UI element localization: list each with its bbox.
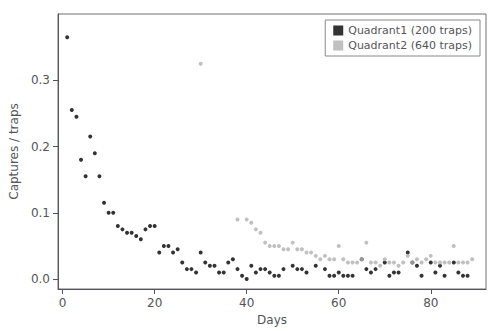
svg-text:Days: Days: [257, 313, 287, 327]
svg-text:0.0: 0.0: [31, 272, 50, 286]
svg-text:80: 80: [423, 296, 438, 310]
svg-text:Quadrant2 (640 traps): Quadrant2 (640 traps): [348, 39, 472, 52]
svg-text:0.3: 0.3: [31, 73, 50, 87]
svg-text:0.2: 0.2: [31, 140, 50, 154]
svg-text:Captures / traps: Captures / traps: [7, 103, 21, 200]
svg-text:60: 60: [331, 296, 346, 310]
svg-text:20: 20: [147, 296, 162, 310]
svg-text:0.1: 0.1: [31, 206, 50, 220]
svg-text:40: 40: [239, 296, 254, 310]
svg-text:0: 0: [59, 296, 67, 310]
svg-text:Quadrant1 (200 traps): Quadrant1 (200 traps): [348, 24, 472, 37]
